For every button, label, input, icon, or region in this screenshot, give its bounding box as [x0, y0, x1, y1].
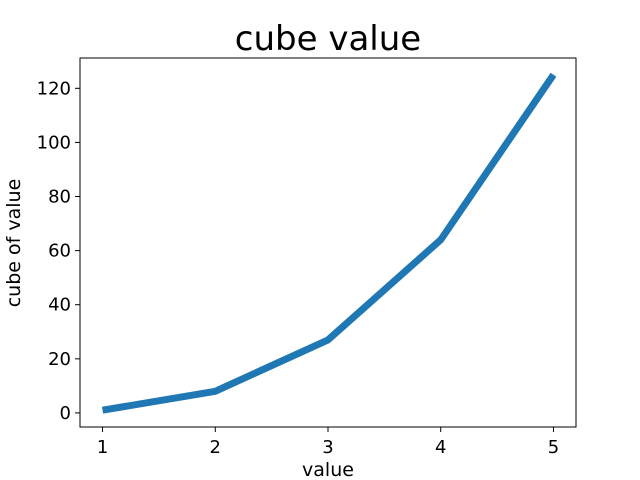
y-tick-label: 20: [48, 349, 71, 370]
series-line-0: [101, 72, 557, 414]
x-tick-label: 4: [435, 437, 446, 458]
y-tick-label: 100: [37, 132, 71, 153]
x-tick-label: 5: [548, 437, 559, 458]
x-tick-label: 2: [210, 437, 221, 458]
y-tick-label: 120: [37, 78, 71, 99]
y-axis-label: cube of value: [3, 179, 25, 308]
y-tick-label: 80: [48, 187, 71, 208]
chart-title: cube value: [235, 19, 421, 59]
y-tick-label: 60: [48, 241, 71, 262]
y-tick-label: 0: [60, 403, 71, 424]
x-axis-label: value: [302, 459, 354, 480]
plot-area: 1 2 3 4 5 0 20 40 60 80 100 120: [37, 57, 577, 458]
x-tick-label: 1: [97, 437, 108, 458]
y-tick-label: 40: [48, 295, 71, 316]
axes-frame: [79, 57, 577, 428]
x-tick-label: 3: [322, 437, 333, 458]
